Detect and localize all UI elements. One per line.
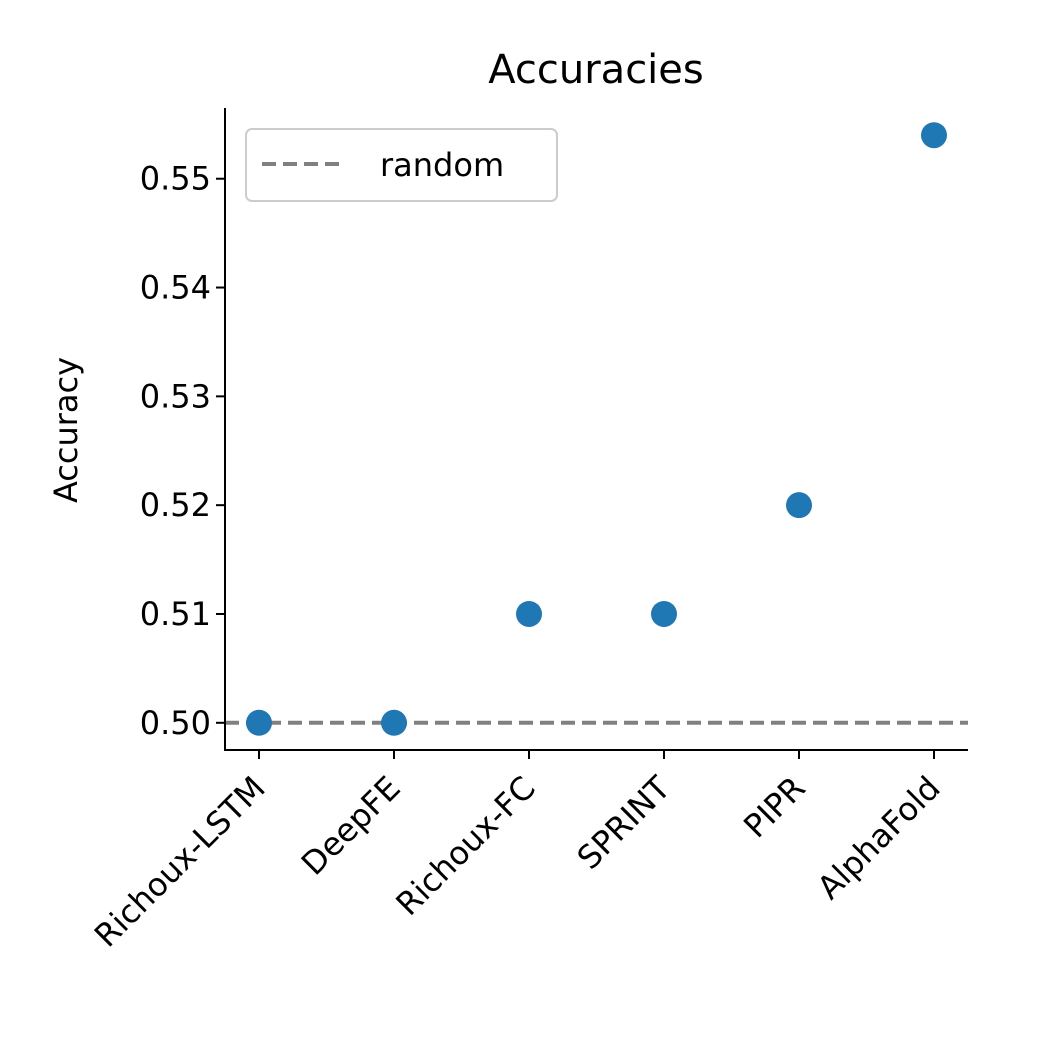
axes <box>224 108 968 751</box>
data-point-sprint <box>651 600 677 627</box>
data-points-layer <box>246 122 947 736</box>
y-ticks: 0.50 0.51 0.52 0.53 0.54 0.55 <box>140 160 225 742</box>
y-axis-label: Accuracy <box>47 357 85 503</box>
data-point-deepfe <box>381 709 407 736</box>
x-tick-label-richoux-lstm: Richoux-LSTM <box>87 769 273 955</box>
chart-title: Accuracies <box>488 47 704 93</box>
y-tick-label: 0.55 <box>140 160 211 198</box>
y-tick-label: 0.50 <box>140 704 211 742</box>
y-tick-label: 0.52 <box>140 486 211 524</box>
legend-label-random: random <box>380 146 504 184</box>
y-tick-label: 0.53 <box>140 377 211 415</box>
data-point-richoux-lstm <box>246 709 272 736</box>
data-point-alphafold <box>921 122 947 149</box>
x-tick-label-pipr: PIPR <box>736 769 813 846</box>
legend: random <box>245 128 558 202</box>
x-tick-label-deepfe: DeepFE <box>294 769 408 883</box>
data-point-pipr <box>786 492 812 519</box>
x-tick-label-richoux-fc: Richoux-FC <box>388 769 542 923</box>
legend-box <box>245 128 558 202</box>
x-tick-label-alphafold: AlphaFold <box>810 769 948 907</box>
y-tick-label: 0.51 <box>140 595 211 633</box>
y-tick-label: 0.54 <box>140 269 211 307</box>
x-tick-label-sprint: SPRINT <box>570 768 678 876</box>
data-point-richoux-fc <box>516 600 542 627</box>
